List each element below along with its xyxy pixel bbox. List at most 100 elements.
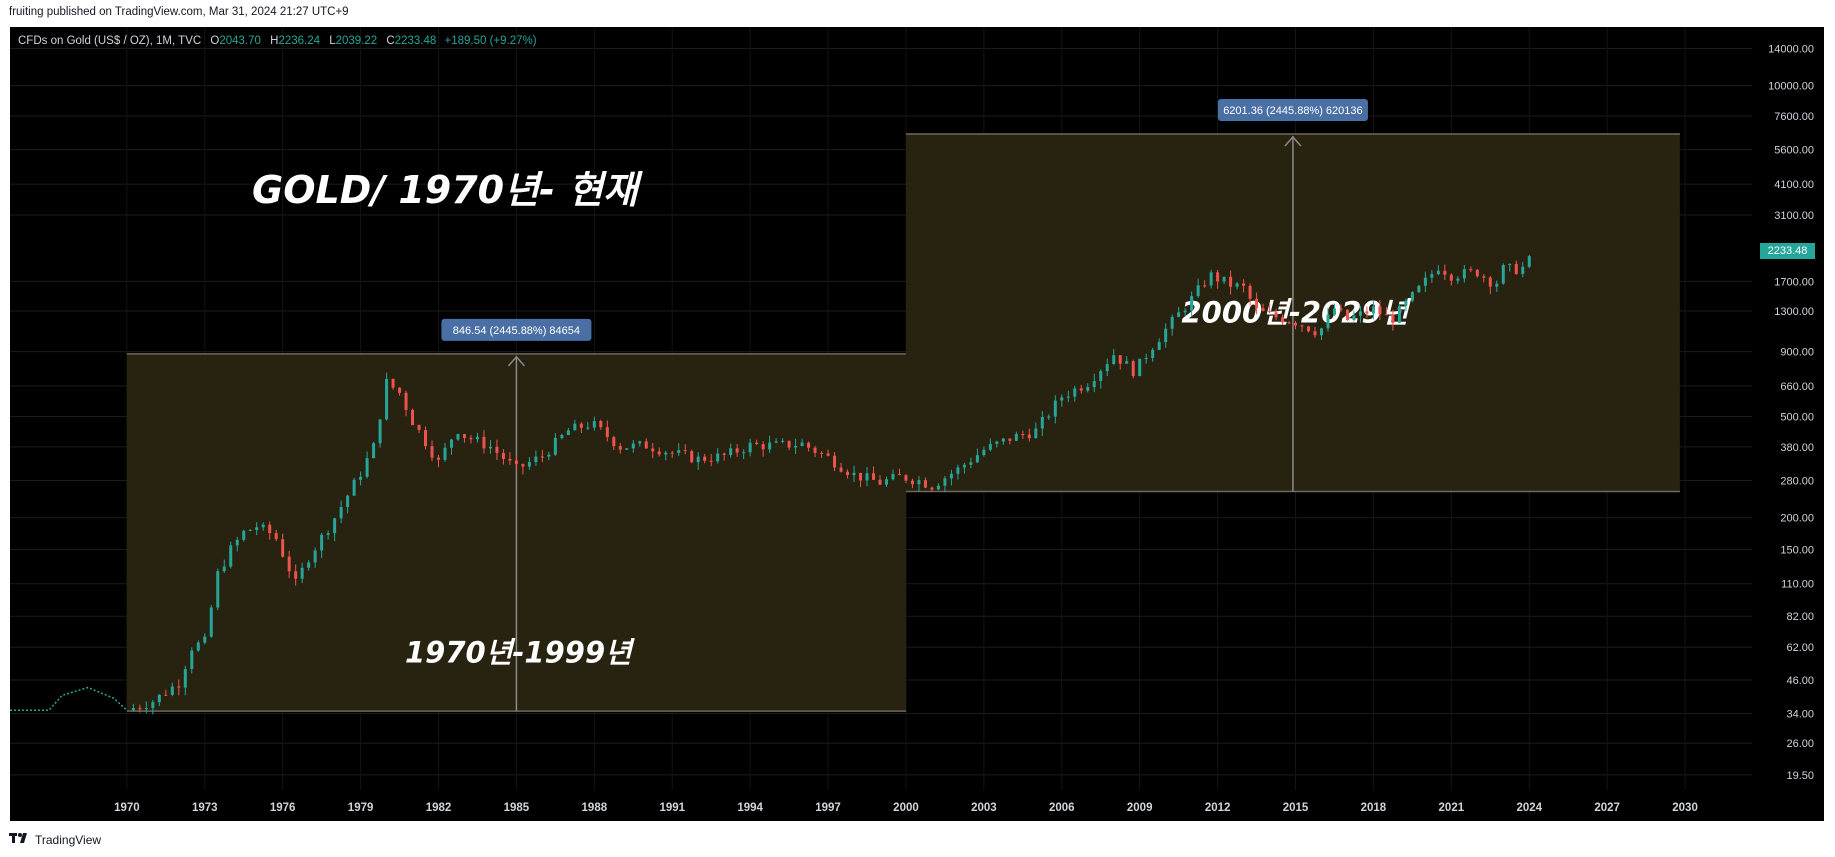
candle-body [1326,314,1330,329]
candle-body [372,443,376,459]
candle-body [1190,296,1194,311]
x-tick-label: 2018 [1361,802,1387,814]
last-price-badge: 2233.48 [1760,243,1815,260]
y-tick-label: 34.00 [1786,708,1814,720]
candle-body [1164,328,1168,343]
candle-body [1456,278,1460,281]
y-tick-label: 3100.00 [1774,210,1814,222]
candle-body [1066,396,1070,398]
candle-body [1001,438,1005,442]
candle-body [1319,328,1323,336]
candle-body [794,446,798,448]
y-tick-label: 26.00 [1786,738,1814,750]
y-tick-label: 110.00 [1781,579,1814,591]
legend-close-label: C [386,35,395,47]
x-tick-label: 2015 [1283,802,1309,814]
candle-body [1261,308,1265,312]
candle-body [768,442,772,450]
candle-body [884,479,888,485]
candle-body [1410,292,1414,301]
candle-body [1086,387,1090,391]
candle-body [1294,322,1298,326]
candle-body [670,452,674,454]
x-tick-label: 1973 [192,802,218,814]
candle-body [1183,310,1187,313]
candle-body [638,441,642,444]
candle-body [495,446,499,453]
candle-body [521,464,525,467]
candle-body [962,464,966,468]
candle-body [222,566,226,572]
candle-body [1391,314,1395,323]
candle-body [378,419,382,444]
candle-body [1365,311,1369,314]
x-tick-label: 1985 [504,802,530,814]
range-caption: 1970년-1999년 [405,636,635,670]
candle-body [1222,276,1226,282]
candle-body [1430,274,1434,278]
candle-body [398,387,402,393]
x-tick-label: 1988 [582,802,608,814]
candle-body [456,434,460,440]
legend-high: 2236.24 [278,35,321,47]
candle-body [196,642,200,651]
price-axis [1752,27,1824,821]
candle-body [1034,428,1038,439]
y-tick-label: 900.00 [1780,347,1814,359]
candle-body [540,456,544,458]
candle-body [424,430,428,447]
candle-body [1144,357,1148,359]
candle-body [183,669,187,688]
candle-body [755,442,759,445]
candle-body [800,442,804,447]
footer-brand[interactable]: TradingView [35,832,102,847]
y-tick-label: 150.00 [1780,544,1814,556]
candle-body [300,567,304,579]
candle-body [307,562,311,568]
candle-body [475,436,479,440]
x-tick-label: 1982 [426,802,452,814]
candle-body [216,571,220,608]
candle-body [170,686,174,695]
range-label-text: 6201.36 (2445.88%) 620136 [1223,105,1362,117]
candle-body [846,471,850,476]
candle-body [203,636,207,643]
candle-body [326,533,330,535]
y-tick-label: 10000.00 [1768,81,1814,93]
candle-body [1248,285,1252,299]
candle-body [1345,309,1349,320]
tv-logo-icon[interactable] [9,832,31,847]
candle-body [449,439,453,448]
candle-body [177,686,181,688]
candle-body [229,545,233,567]
candle-body [1378,306,1382,315]
candle-body [910,480,914,485]
candle-body [618,446,622,450]
candle-body [748,442,752,453]
candle-body [1436,270,1440,275]
candle-body [527,462,531,467]
candle-body [631,443,635,449]
candle-body [333,518,337,534]
candle-body [508,458,512,461]
candle-body [1196,285,1200,297]
candle-body [625,448,629,450]
candle-body [1384,314,1388,316]
candle-body [599,421,603,428]
y-tick-label: 4100.00 [1774,179,1814,191]
legend-symbol[interactable]: CFDs on Gold (US$ / OZ), 1M, TVC [18,35,202,47]
candle-body [359,476,363,480]
candle-body [1307,326,1311,332]
candle-body [443,447,447,460]
candle-body [385,378,389,420]
candle-body [287,556,291,572]
candle-body [917,480,921,485]
candle-body [437,457,441,460]
candle-body [1060,397,1064,401]
y-tick-label: 82.00 [1786,611,1814,623]
candle-body [534,456,538,463]
candle-body [274,533,278,540]
candle-body [313,550,317,563]
candle-body [982,449,986,456]
